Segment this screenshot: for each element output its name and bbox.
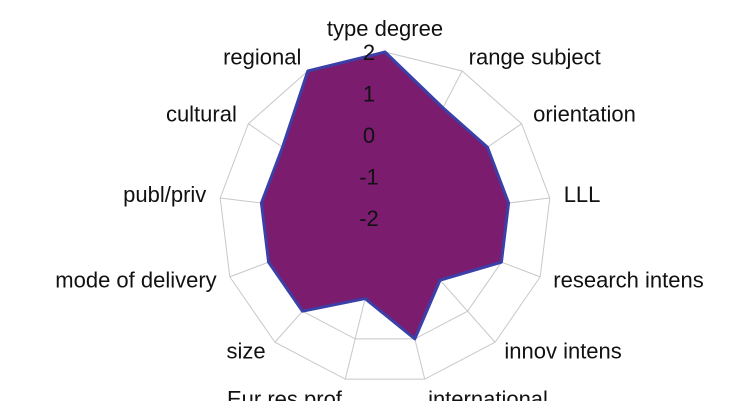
category-label: mode of delivery [55, 268, 216, 293]
tick-label: -1 [359, 164, 379, 189]
radar-area [259, 50, 511, 341]
category-label: type degree [327, 16, 443, 41]
tick-label: 2 [363, 40, 375, 65]
category-label: publ/priv [123, 182, 206, 207]
category-label: range subject [469, 44, 601, 69]
category-label: LLL [564, 182, 601, 207]
category-label: regional [223, 44, 301, 69]
category-label: size [227, 339, 266, 364]
tick-label: -2 [359, 206, 379, 231]
tick-label: 1 [363, 81, 375, 106]
category-label: international [428, 387, 548, 401]
tick-label: 0 [363, 123, 375, 148]
category-label: cultural [166, 102, 237, 127]
category-label: Eur res prof [227, 387, 343, 401]
category-label: innov intens [504, 339, 621, 364]
category-label: research intens [553, 268, 703, 293]
category-label: orientation [533, 102, 636, 127]
grid-ring [219, 51, 551, 380]
